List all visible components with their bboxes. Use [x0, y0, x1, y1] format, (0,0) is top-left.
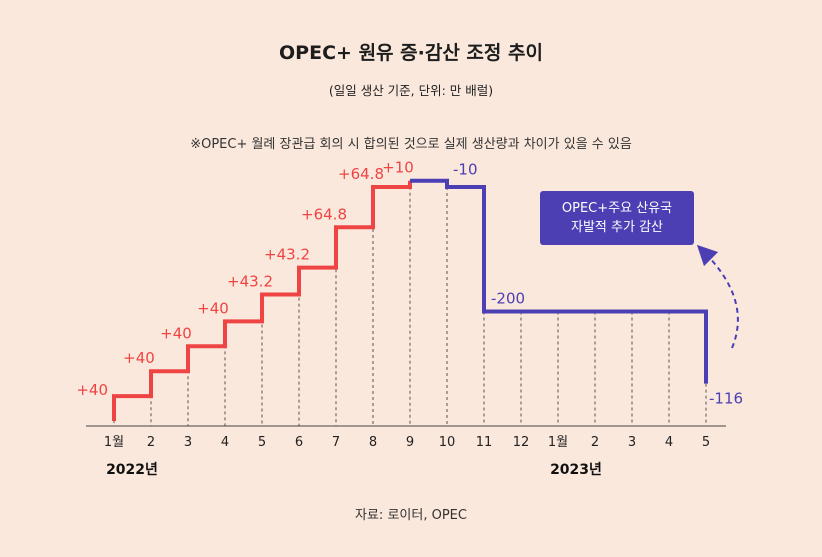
data-label: +40: [197, 299, 229, 317]
data-label: -200: [491, 289, 525, 307]
x-tick-label: 5: [702, 435, 710, 450]
x-tick-label: 12: [513, 435, 530, 450]
x-tick-label: 1월: [548, 435, 568, 450]
x-tick-label: 6: [295, 435, 303, 450]
chart-title: OPEC+ 원유 증·감산 조정 추이: [279, 42, 543, 64]
callout-arrow: [696, 244, 739, 349]
data-label: +40: [160, 324, 192, 342]
x-tick-label: 1월: [104, 435, 124, 450]
x-tick-label: 2: [591, 435, 599, 450]
year-label: 2022년: [106, 462, 158, 478]
data-label: +64.8: [338, 165, 384, 183]
x-tick-label: 3: [628, 435, 636, 450]
data-label: +43.2: [264, 246, 310, 264]
x-tick-label: 8: [369, 435, 377, 450]
x-tick-label: 7: [332, 435, 340, 450]
increase-step-line: [112, 180, 412, 421]
voluntary-cut-callout: OPEC+주요 산유국 자발적 추가 감산: [540, 191, 694, 245]
chart-subtitle: (일일 생산 기준, 단위: 만 배럴): [328, 83, 494, 98]
callout-line-1: OPEC+주요 산유국: [561, 201, 673, 216]
chart-note: ※OPEC+ 월례 장관급 회의 시 합의된 것으로 실제 생산량과 차이가 있…: [190, 137, 632, 152]
data-label: +43.2: [227, 273, 273, 291]
source-note: 자료: 로이터, OPEC: [355, 508, 467, 523]
data-label: -116: [709, 390, 743, 408]
callout-line-2: 자발적 추가 감산: [571, 220, 663, 235]
data-label: +64.8: [301, 205, 347, 223]
x-tick-label: 4: [221, 435, 229, 450]
x-tick-label: 11: [476, 435, 493, 450]
data-label: +40: [76, 381, 108, 399]
x-tick-label: 3: [184, 435, 192, 450]
data-label: +10: [382, 159, 414, 177]
data-label: -10: [453, 161, 478, 179]
x-tick-label: 4: [665, 435, 673, 450]
x-tick-label: 9: [406, 435, 414, 450]
x-tick-label: 10: [439, 435, 456, 450]
year-label: 2023년: [550, 462, 602, 478]
x-tick-label: 5: [258, 435, 266, 450]
data-label: +40: [123, 349, 155, 367]
decrease-step-line: [410, 178, 708, 384]
x-tick-label: 2: [147, 435, 155, 450]
